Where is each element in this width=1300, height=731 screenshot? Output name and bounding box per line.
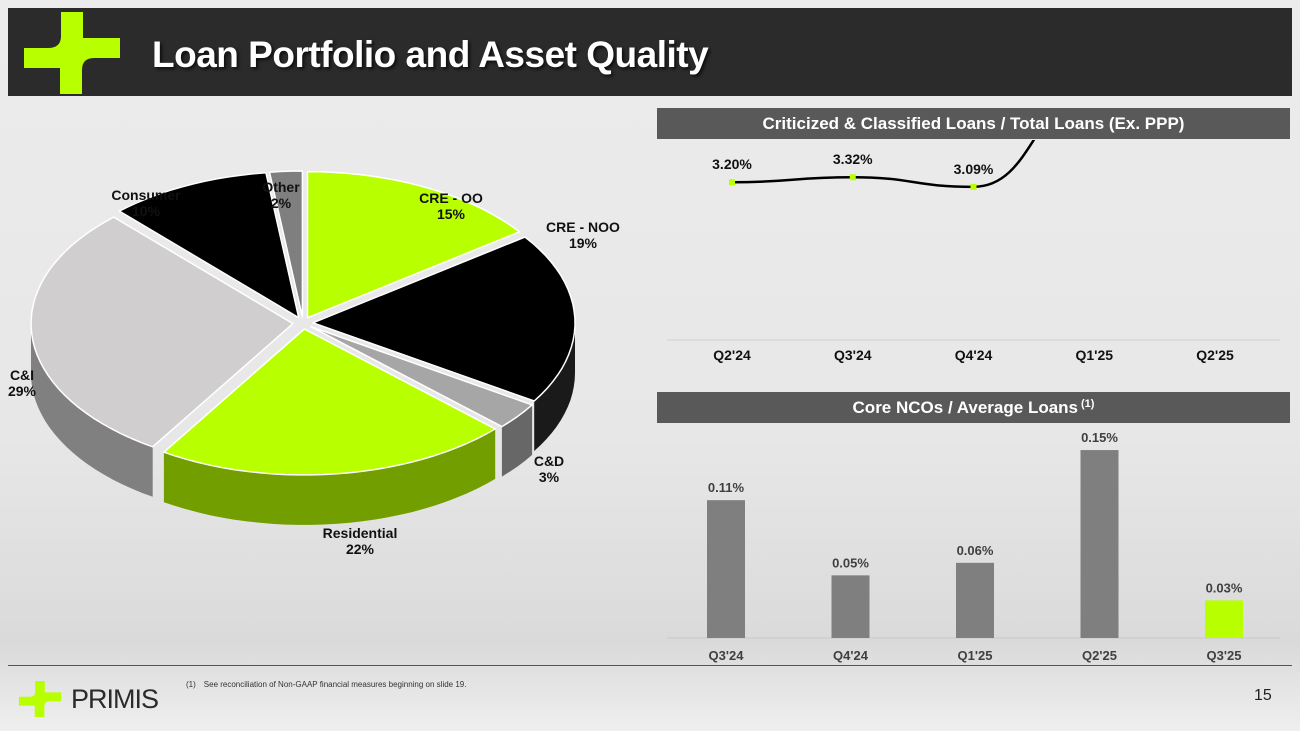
bar-data-label-q2-25: 0.15% — [1081, 430, 1118, 445]
footnote-number: (1) — [186, 680, 196, 689]
primis-footer-logo-icon — [18, 681, 62, 717]
footer-divider — [8, 665, 1292, 666]
header-bar: Loan Portfolio and Asset Quality — [8, 8, 1292, 96]
pie-label-c-d: C&D3% — [534, 453, 564, 485]
pie-slice-other — [268, 170, 304, 318]
pie-side-c-d — [501, 404, 533, 477]
primis-plus-logo-icon — [24, 12, 120, 94]
pie-label-c-i: C&I29% — [8, 367, 37, 399]
pie-label-name: Other — [262, 179, 300, 195]
cc-loans-panel-header: Criticized & Classified Loans / Total Lo… — [657, 108, 1290, 139]
pie-label-value: 15% — [437, 206, 466, 222]
pie-label-value: 29% — [8, 383, 37, 399]
pie-label-value: 10% — [132, 203, 161, 219]
pie-label-name: Consumer — [111, 187, 181, 203]
pie-label-name: CRE - NOO — [546, 219, 620, 235]
pie-label-name: C&D — [534, 453, 564, 469]
pie-slice-c-i — [30, 216, 294, 448]
line-point-q3-24 — [849, 174, 856, 181]
line-x-tick-q4-24: Q4'24 — [955, 347, 993, 363]
bar-x-tick-q3-25: Q3'25 — [1207, 648, 1242, 663]
pie-slice-c-d — [310, 325, 533, 428]
line-data-label-q4-24: 3.09% — [954, 161, 994, 177]
pie-label-name: C&I — [10, 367, 34, 383]
line-series — [731, 140, 1036, 189]
line-x-tick-q2-24: Q2'24 — [713, 347, 751, 363]
page-title: Loan Portfolio and Asset Quality — [152, 34, 709, 75]
bar-x-tick-q4-24: Q4'24 — [833, 648, 869, 663]
bar-data-label-q4-24: 0.05% — [832, 555, 869, 570]
line-x-tick-q1-25: Q1'25 — [1075, 347, 1113, 363]
line-point-q2-24 — [729, 179, 735, 186]
pie-slice-consumer — [118, 171, 300, 319]
cc-loans-line-chart: 3.20%Q2'243.32%Q3'243.09%Q4'245.34%Q1'25… — [667, 140, 1280, 363]
nco-panel-title: Core NCOs / Average Loans — [852, 397, 1079, 417]
pie-label-value: 22% — [346, 541, 375, 557]
bar-x-tick-q3-24: Q3'24 — [709, 648, 745, 663]
line-x-tick-q3-24: Q3'24 — [834, 347, 872, 363]
pie-side-c-i — [31, 323, 153, 497]
pie-label-value: 19% — [569, 235, 598, 251]
nco-panel-header: Core NCOs / Average Loans (1) — [657, 392, 1290, 423]
pie-side-residential — [163, 428, 496, 525]
nco-panel-title-footnote-mark: (1) — [1081, 397, 1095, 410]
page-number: 15 — [1254, 687, 1272, 704]
bar-q3-25 — [1205, 600, 1243, 638]
line-data-label-q3-24: 3.32% — [833, 151, 873, 167]
pie-label-name: Residential — [323, 525, 398, 541]
bar-q1-25 — [956, 562, 994, 638]
pie-slice-cre-noo — [312, 236, 576, 402]
bar-data-label-q3-24: 0.11% — [708, 480, 745, 495]
pie-label-name: CRE - OO — [419, 190, 483, 206]
core-nco-bar-chart: 0.11% Q3'24 0.05% Q4'24 0.06% Q1'25 0.15% Q2'25… — [667, 430, 1280, 663]
footnote: (1) See reconciliation of Non-GAAP financ… — [186, 680, 466, 689]
line-x-tick-q2-25: Q2'25 — [1196, 347, 1234, 363]
bar-q3-24 — [707, 500, 745, 638]
bar-data-label-q3-25: 0.03% — [1206, 580, 1243, 595]
bar-q2-25 — [1080, 450, 1119, 638]
bar-x-tick-q2-25: Q2'25 — [1082, 648, 1117, 663]
bar-q4-24 — [831, 575, 870, 638]
footnote-text: See reconciliation of Non-GAAP financial… — [203, 680, 467, 689]
pie-side-cre-noo — [534, 322, 575, 451]
pie-label-value: 2% — [271, 195, 292, 211]
footer-brand-name: PRIMIS — [71, 684, 159, 714]
cc-loans-panel-title: Criticized & Classified Loans / Total Lo… — [762, 113, 1185, 133]
pie-slice-cre-oo — [306, 170, 521, 319]
pie-slice-residential — [163, 328, 496, 476]
line-point-q4-24 — [970, 183, 977, 190]
bar-data-label-q1-25: 0.06% — [957, 543, 994, 558]
pie-label-value: 3% — [539, 469, 560, 485]
line-data-label-q2-24: 3.20% — [712, 156, 752, 172]
bar-x-tick-q1-25: Q1'25 — [958, 648, 993, 663]
